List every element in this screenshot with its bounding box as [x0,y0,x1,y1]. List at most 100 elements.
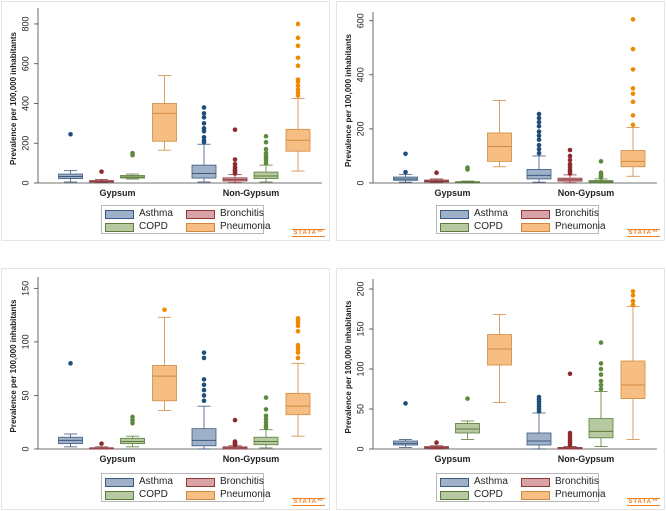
box-copd-non-gypsum [588,340,614,448]
outlier-point [598,386,604,392]
y-tick-label: 0 [355,180,365,185]
outlier-point [536,142,542,148]
outlier-point [201,387,207,393]
box-asthma-non-gypsum [191,105,217,183]
outlier-point [295,77,301,82]
category-label-gypsum: Gypsum [435,188,471,198]
box-asthma-gypsum [58,131,83,183]
outlier-point [295,316,301,321]
outlier-point [201,393,207,398]
legend-swatch-copd [105,223,134,232]
outlier-point [567,147,573,153]
outlier-point [567,371,573,377]
outlier-point [536,146,542,152]
y-tick-label: 200 [20,136,30,151]
legend-label-asthma: Asthma [474,476,508,487]
category-label-gypsum: Gypsum [435,454,471,464]
legend-label-asthma: Asthma [139,208,173,219]
outlier-point [295,43,301,49]
outlier-point [630,46,636,52]
outlier-point [630,289,636,294]
y-tick-label: 600 [20,56,30,71]
y-axis-title: Prevalence per 100,000 inhabitants [344,300,353,434]
legend-label-pneumonia: Pneumonia [555,489,606,500]
legend-swatch-asthma [440,210,469,219]
outlier-point [295,87,301,92]
legend-label-pneumonia: Pneumonia [555,221,606,232]
box-bronchitis-non-gypsum [222,417,248,450]
outlier-point [295,323,301,329]
outlier-point [295,328,301,334]
box-asthma-gypsum [393,401,418,448]
stata-logo: STATA™ [627,498,660,506]
y-axis-title: Prevalence per 100,000 inhabitants [9,299,18,433]
box-asthma-gypsum [393,151,418,183]
y-tick-label: 400 [20,96,30,111]
box-pneumonia-non-gypsum [620,289,646,440]
legend-label-copd: COPD [139,489,168,500]
box-pneumonia-gypsum [152,307,177,411]
outlier-point [536,129,542,134]
y-tick-label: 150 [20,281,30,296]
outlier-point [465,165,470,170]
box-bronchitis-gypsum [424,440,449,450]
legend-swatch-copd [440,491,469,500]
outlier-point [99,169,104,174]
outlier-point [263,407,269,412]
y-tick-label: 600 [355,13,365,28]
box-bronchitis-non-gypsum [222,127,248,184]
box-iqr [487,132,512,162]
legend-label-bronchitis: Bronchitis [220,476,264,487]
category-label-gypsum: Gypsum [100,454,136,464]
y-tick-label: 200 [355,281,365,296]
y-tick-label: 0 [20,180,30,185]
category-label-non-gypsum: Non-Gypsum [223,454,280,464]
outlier-point [630,17,636,22]
outlier-point [598,340,604,345]
box-iqr [285,392,311,416]
outlier-point [598,170,604,176]
outlier-point [201,111,207,116]
box-copd-non-gypsum [588,159,614,184]
stata-logo: STATA™ [292,498,325,506]
legend-swatch-copd [105,491,134,500]
box-iqr [588,418,614,439]
outlier-point [598,366,604,372]
outlier-point [598,372,604,377]
chart-panel-top-right: 0 200 400 600 Prevalence per 100,000 inhabit… [336,1,665,241]
y-tick-label: 0 [20,446,30,451]
outlier-point [232,157,238,162]
box-copd-gypsum [120,414,145,448]
outlier-point [536,133,542,138]
outlier-point [263,419,269,425]
outlier-point [263,146,269,152]
outlier-point [263,413,269,419]
y-tick-label: 50 [355,404,365,414]
box-copd-gypsum [455,396,480,440]
legend: Asthma Bronchitis COPD Pneumonia [101,473,271,502]
box-pneumonia-non-gypsum [285,21,311,172]
outlier-point [598,361,604,366]
outlier-point [567,430,573,436]
outlier-point [201,377,207,382]
stata-logo: STATA™ [627,229,660,237]
outlier-point [630,86,636,91]
stata-logo: STATA™ [292,229,325,237]
y-tick-label: 100 [20,334,30,349]
box-bronchitis-gypsum [89,441,114,450]
outlier-point [263,139,269,145]
outlier-point [630,122,636,128]
box-bronchitis-non-gypsum [557,371,583,450]
outlier-point [536,394,542,400]
outlier-point [403,401,408,406]
box-pneumonia-gypsum [152,75,177,151]
legend-label-pneumonia: Pneumonia [220,489,271,500]
category-label-non-gypsum: Non-Gypsum [558,188,615,198]
legend-swatch-bronchitis [186,210,215,219]
box-asthma-non-gypsum [191,350,217,450]
box-copd-non-gypsum [253,133,279,183]
outlier-point [263,423,269,428]
